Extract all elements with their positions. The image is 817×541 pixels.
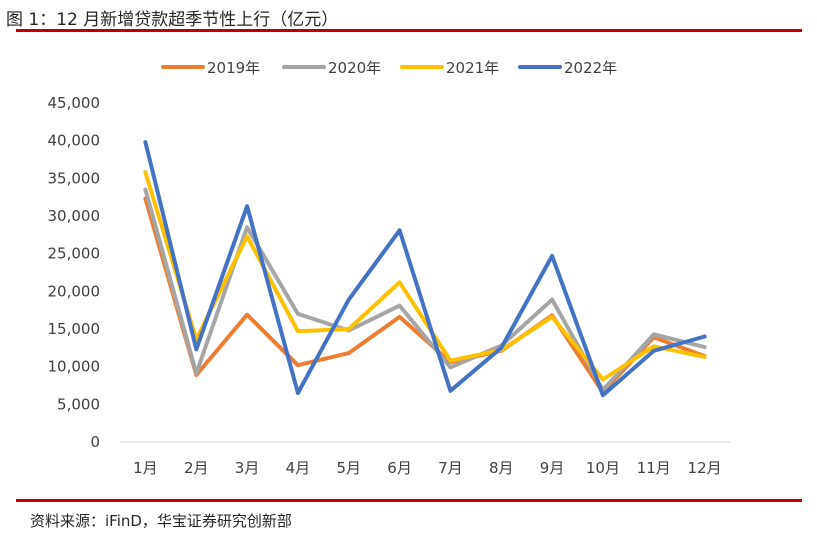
data-point	[550, 254, 554, 258]
data-point	[143, 188, 147, 192]
x-axis: 1月 2月 3月 4月 5月 6月 7月 8月 9月 10月 11月 12月	[120, 441, 730, 477]
x-tick-label: 8月	[489, 459, 514, 477]
data-point	[245, 204, 249, 208]
figure-title: 图 1：12 月新增贷款超季节性上行（亿元）	[6, 10, 339, 30]
data-point	[347, 351, 351, 355]
y-axis: 0 5,000 10,000 15,000 20,000 25,000 30,000 35,0…	[48, 94, 101, 451]
y-tick-label: 30,000	[48, 207, 101, 225]
y-tick-label: 10,000	[48, 358, 101, 376]
data-point	[703, 345, 707, 349]
y-tick-label: 25,000	[48, 245, 101, 263]
data-point	[296, 329, 300, 333]
data-point	[398, 304, 402, 308]
data-point	[448, 359, 452, 363]
y-tick-label: 0	[90, 433, 100, 451]
data-point	[194, 371, 198, 375]
y-tick-label: 35,000	[48, 169, 101, 187]
bottom-rule	[16, 499, 802, 502]
data-point	[652, 349, 656, 353]
data-point	[448, 365, 452, 369]
x-tick-label: 11月	[637, 459, 671, 477]
legend-label: 2022年	[564, 59, 617, 77]
data-point	[652, 332, 656, 336]
data-point	[296, 391, 300, 395]
series-line-2021年	[143, 170, 707, 382]
y-tick-label: 15,000	[48, 320, 101, 338]
data-point	[296, 363, 300, 367]
x-tick-label: 4月	[286, 459, 311, 477]
series-group	[143, 140, 707, 398]
x-tick-label: 12月	[688, 459, 722, 477]
y-tick-label: 20,000	[48, 282, 101, 300]
data-point	[245, 234, 249, 238]
series-line-2019年	[143, 196, 707, 395]
data-point	[398, 315, 402, 319]
legend-label: 2020年	[328, 59, 381, 77]
x-tick-label: 1月	[133, 459, 158, 477]
data-point	[143, 170, 147, 174]
data-point	[347, 298, 351, 302]
x-tick-label: 9月	[540, 459, 565, 477]
data-point	[245, 225, 249, 229]
data-point	[550, 315, 554, 319]
x-tick-label: 10月	[586, 459, 620, 477]
data-point	[652, 344, 656, 348]
data-point	[245, 313, 249, 317]
top-rule	[16, 29, 802, 32]
data-point	[398, 280, 402, 284]
series-line-2020年	[143, 187, 707, 392]
x-tick-label: 6月	[387, 459, 412, 477]
x-tick-label: 2月	[184, 459, 209, 477]
y-tick-label: 5,000	[57, 395, 100, 413]
data-point	[499, 346, 503, 350]
data-point	[703, 334, 707, 339]
data-point	[601, 393, 605, 397]
data-point	[550, 298, 554, 302]
data-point	[448, 389, 452, 393]
y-tick-label: 45,000	[48, 94, 101, 112]
source-note: 资料来源：iFinD，华宝证券研究创新部	[30, 512, 292, 530]
legend-label: 2019年	[207, 59, 260, 77]
legend: 2019年 2020年 2021年 2022年	[161, 59, 617, 77]
x-tick-label: 5月	[336, 459, 361, 477]
data-point	[194, 347, 198, 351]
y-tick-label: 40,000	[48, 132, 101, 150]
legend-label: 2021年	[446, 59, 499, 77]
data-point	[601, 377, 605, 382]
series-line-2022年	[143, 140, 707, 398]
data-point	[398, 228, 402, 232]
x-tick-label: 7月	[438, 459, 463, 477]
x-tick-label: 3月	[235, 459, 260, 477]
data-point	[296, 312, 300, 316]
data-point	[347, 327, 351, 331]
data-point	[703, 355, 707, 359]
data-point	[143, 140, 147, 144]
